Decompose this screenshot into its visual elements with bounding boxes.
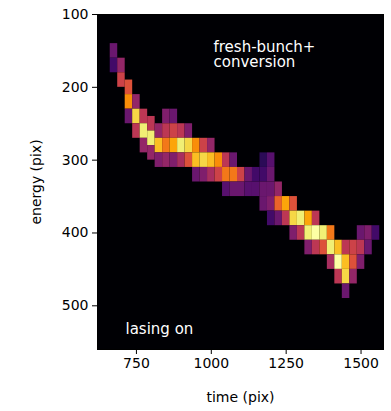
svg-text:200: 200 [62, 79, 89, 95]
svg-text:300: 300 [62, 152, 89, 168]
svg-text:fresh-bunch+conversion: fresh-bunch+conversion [214, 38, 316, 72]
svg-text:lasing on: lasing on [126, 320, 194, 338]
svg-text:energy (pix): energy (pix) [28, 139, 44, 224]
svg-text:time (pix): time (pix) [206, 389, 274, 405]
svg-text:1250: 1250 [268, 355, 304, 371]
svg-text:1000: 1000 [193, 355, 229, 371]
svg-text:400: 400 [62, 224, 89, 240]
svg-text:1500: 1500 [343, 355, 379, 371]
svg-text:750: 750 [123, 355, 150, 371]
svg-text:100: 100 [62, 6, 89, 22]
svg-text:500: 500 [62, 297, 89, 313]
